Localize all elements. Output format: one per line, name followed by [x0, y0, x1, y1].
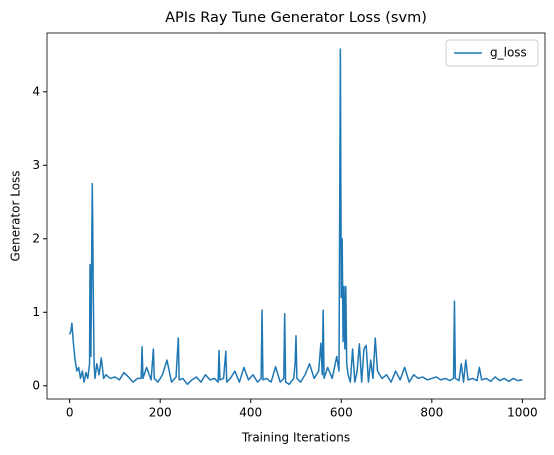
- x-tick-label: 0: [66, 406, 74, 420]
- x-tick-label: 400: [239, 406, 262, 420]
- line: [68, 48, 523, 386]
- y-tick-label: 2: [32, 231, 40, 245]
- y-tick-label: 4: [32, 84, 40, 98]
- plot-frame: [46, 32, 546, 400]
- x-tick-label: 1000: [507, 406, 538, 420]
- legend-box: [445, 39, 539, 67]
- y-tick-label: 3: [32, 158, 40, 172]
- y-tick-label: 0: [32, 378, 40, 392]
- y-axis-label: Generator Loss: [9, 170, 23, 261]
- chart-title: APIs Ray Tune Generator Loss (svm): [165, 10, 427, 26]
- x-axis-label: Training Iterations: [241, 431, 350, 445]
- x-tick-label: 600: [330, 406, 353, 420]
- x-tick-label: 800: [420, 406, 443, 420]
- y-tick-label: 1: [32, 305, 40, 319]
- x-tick-label: 200: [149, 406, 172, 420]
- legend-label: g_loss: [490, 46, 527, 60]
